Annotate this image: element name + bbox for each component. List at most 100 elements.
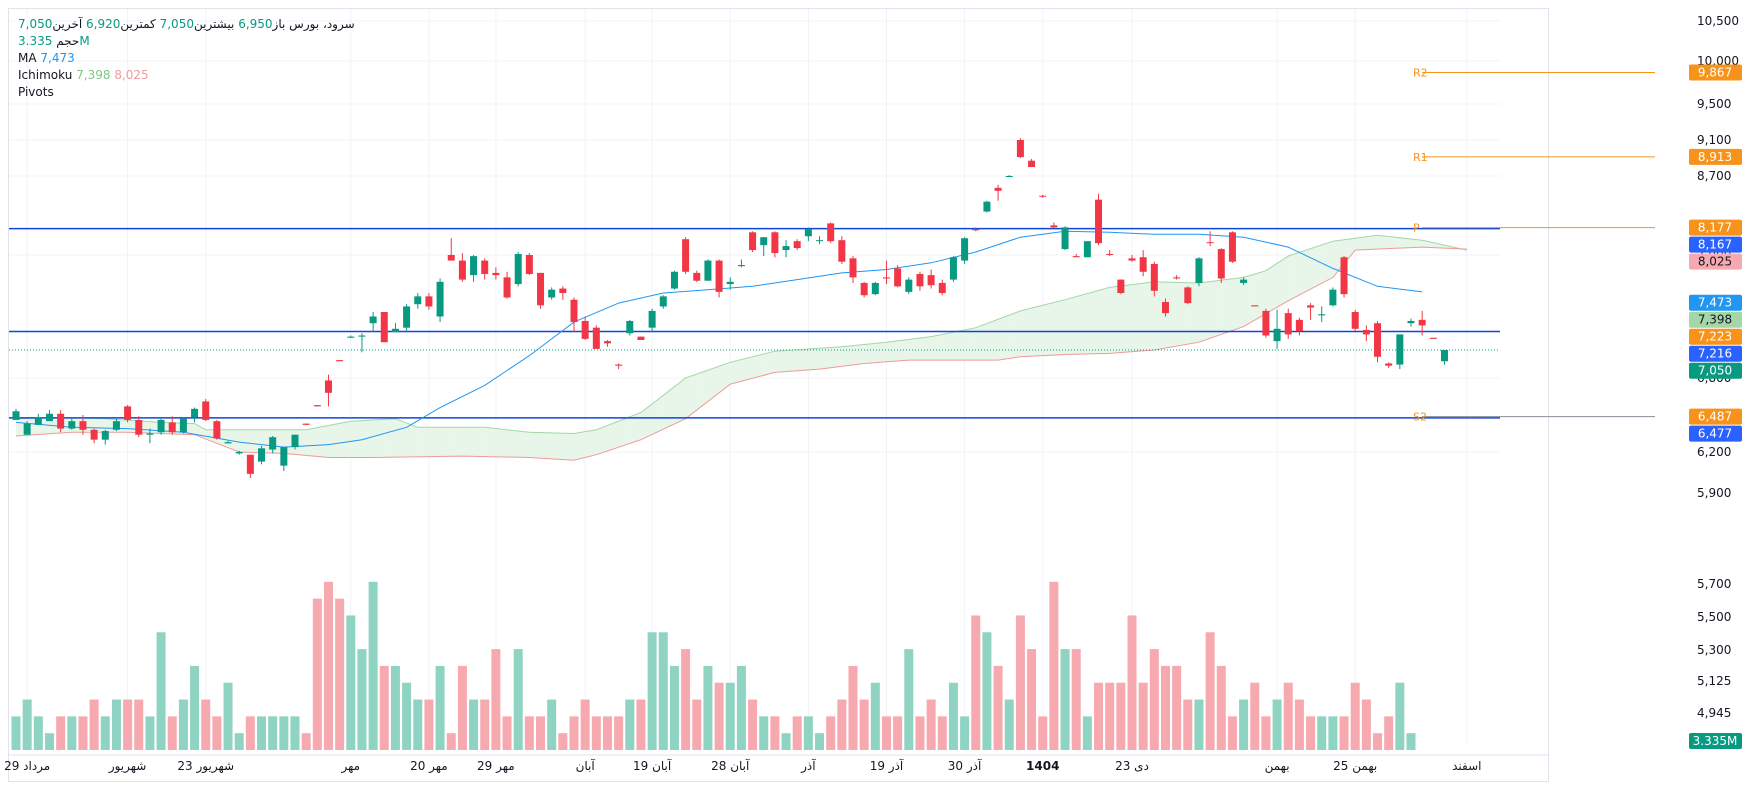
candle — [827, 222, 835, 244]
candle — [1161, 298, 1169, 317]
volume-bar — [781, 733, 791, 750]
candle — [1117, 279, 1125, 295]
price-badge-label: 8,167 — [1698, 238, 1732, 252]
volume-bar — [982, 632, 992, 750]
volume-bar — [1350, 682, 1360, 750]
candle — [894, 265, 902, 288]
candle-body — [135, 419, 143, 435]
volume-bar — [1384, 716, 1394, 750]
ichimoku-cloud-segment — [1109, 286, 1121, 354]
candle — [347, 335, 355, 338]
candle-body — [12, 411, 20, 420]
ichimoku-cloud-segment — [1165, 282, 1177, 349]
ichimoku-cloud-segment — [462, 427, 474, 457]
volume-bar — [614, 716, 624, 750]
candle — [146, 428, 154, 444]
x-axis-tick-label: بهمن — [1265, 759, 1290, 774]
candle — [871, 281, 879, 296]
volume-bar — [703, 665, 713, 750]
candle-body — [1318, 314, 1326, 316]
candle-body — [213, 421, 221, 439]
volume-bar — [1015, 615, 1025, 750]
ichimoku-span-a-line — [15, 234, 1467, 435]
y-axis-tick-label: 9,100 — [1697, 133, 1731, 147]
ichimoku-cloud-segment — [919, 336, 932, 361]
legend-ichimoku-row[interactable]: Ichimoku 7,398 8,025 — [18, 67, 355, 84]
candle — [1005, 175, 1013, 177]
volume-bar — [1116, 682, 1126, 750]
ichimoku-cloud-segment — [507, 429, 519, 458]
volume-bar — [491, 649, 501, 750]
candle — [1139, 250, 1147, 277]
price-badge-label: 9,867 — [1698, 65, 1732, 79]
candle — [1240, 277, 1248, 286]
ichimoku-cloud-segment — [808, 348, 820, 370]
price-badge: 8,167 — [1689, 236, 1742, 253]
candle — [269, 435, 277, 454]
volume-bar — [279, 716, 289, 750]
price-badge-label: 8,177 — [1698, 221, 1732, 235]
volume-bar — [681, 649, 691, 750]
symbol-name[interactable]: سرود، بورس — [289, 17, 355, 31]
ichimoku-cloud-segment — [495, 428, 508, 458]
x-axis-tick-label: اسفند — [1452, 759, 1481, 773]
candle — [1429, 337, 1437, 339]
ichimoku-cloud-segment — [1210, 280, 1222, 339]
ichimoku-cloud-segment — [707, 366, 720, 402]
volume-bar — [1272, 699, 1282, 750]
ichimoku-cloud-segment — [886, 340, 898, 362]
price-badge: 7,473 — [1689, 294, 1742, 311]
candle-body — [179, 418, 187, 433]
candle — [938, 279, 946, 296]
ichimoku-cloud-segment — [908, 338, 920, 361]
price-badge-label: 7,050 — [1698, 364, 1732, 378]
volume-bar — [357, 649, 367, 750]
candle — [570, 297, 578, 333]
candle-body — [827, 223, 835, 242]
volume-bar — [368, 581, 378, 750]
volume-bar — [893, 716, 903, 750]
candle — [302, 423, 310, 425]
legend-ma-row[interactable]: MA 7,473 — [18, 50, 355, 67]
volume-bar — [234, 733, 244, 750]
candle — [581, 316, 589, 340]
candle — [1228, 231, 1236, 263]
candle — [905, 277, 913, 295]
x-axis-tick-label: 28 آبان — [711, 758, 750, 773]
candle — [1016, 138, 1024, 158]
candle-body — [168, 422, 176, 433]
volume-bar — [11, 716, 21, 750]
candle-body — [525, 255, 533, 275]
ichimoku-cloud-segment — [350, 420, 362, 458]
volume-bar — [1205, 632, 1215, 750]
ichimoku-cloud-segment — [1254, 270, 1266, 321]
volume-bar — [335, 598, 345, 750]
ichimoku-cloud-segment — [551, 432, 563, 460]
volume-bar — [245, 716, 255, 750]
volume-bar — [1406, 733, 1416, 750]
y-axis-tick-label: 4,945 — [1697, 706, 1731, 720]
pivot-label-r2: R2 — [1413, 66, 1428, 79]
volume-bar — [480, 699, 490, 750]
price-badge-bg — [1689, 408, 1742, 425]
candle-body — [68, 421, 76, 429]
y-axis-tick-label: 9,500 — [1697, 97, 1731, 111]
volume-bar — [100, 716, 110, 750]
volume-bar — [669, 665, 679, 750]
price-badge: 6,477 — [1689, 425, 1742, 442]
ichimoku-cloud-segment — [685, 374, 697, 419]
candle — [369, 312, 377, 333]
price-badge: 8,025 — [1689, 253, 1742, 270]
volume-bar — [602, 716, 612, 750]
ichimoku-cloud-segment — [1422, 240, 1434, 248]
candle — [916, 271, 924, 291]
volume-bar — [78, 716, 88, 750]
candle — [1418, 310, 1426, 336]
volume-bar — [881, 716, 891, 750]
legend-volume-row[interactable]: حجم 3.335M — [18, 33, 355, 50]
candle-body — [1440, 350, 1448, 362]
legend-pivots-row[interactable]: Pivots — [18, 84, 355, 101]
ichimoku-cloud-segment — [1009, 310, 1021, 359]
